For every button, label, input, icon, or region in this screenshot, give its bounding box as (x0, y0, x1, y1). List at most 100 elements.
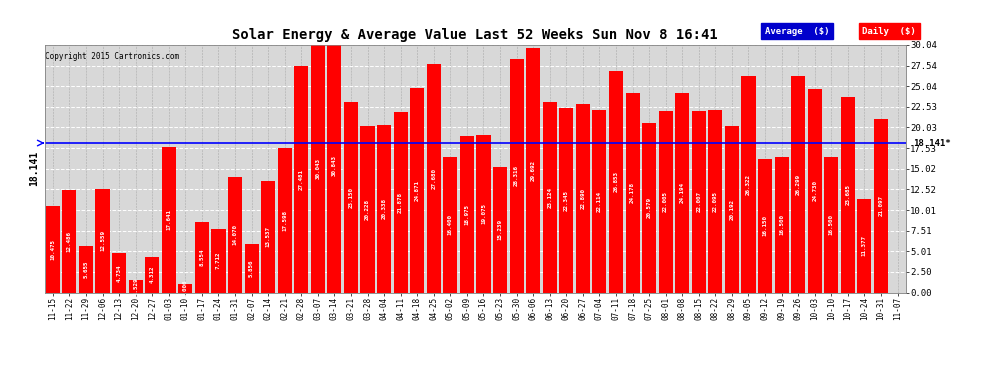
Text: 16.500: 16.500 (829, 214, 834, 235)
Text: 24.871: 24.871 (415, 180, 420, 201)
Bar (112, 254, 126, 292)
Bar (874, 118, 888, 292)
Text: 17.598: 17.598 (282, 210, 287, 231)
Text: 20.579: 20.579 (646, 197, 651, 218)
Text: 13.537: 13.537 (265, 226, 270, 247)
Text: Daily  ($): Daily ($) (862, 27, 916, 36)
Bar (708, 111, 723, 292)
Text: 7.712: 7.712 (216, 252, 221, 270)
Text: 22.345: 22.345 (563, 190, 569, 211)
Text: 14.070: 14.070 (233, 224, 238, 245)
Bar (178, 284, 192, 292)
Bar (857, 199, 871, 292)
Bar (261, 181, 275, 292)
Text: 24.194: 24.194 (680, 182, 685, 203)
Text: 30.043: 30.043 (316, 158, 321, 179)
Bar (658, 111, 673, 292)
Bar (294, 66, 308, 292)
Bar (46, 206, 59, 292)
Bar (758, 159, 772, 292)
Bar (692, 111, 706, 292)
Text: 22.007: 22.007 (696, 191, 701, 212)
Bar (377, 125, 391, 292)
Bar (725, 126, 739, 292)
Bar (344, 102, 358, 292)
Text: 27.481: 27.481 (299, 169, 304, 190)
Text: 4.312: 4.312 (149, 266, 154, 284)
Bar (129, 280, 143, 292)
Text: 22.005: 22.005 (663, 191, 668, 212)
Text: 23.124: 23.124 (547, 187, 552, 208)
Text: 16.500: 16.500 (779, 214, 784, 235)
Title: Solar Energy & Average Value Last 52 Weeks Sun Nov 8 16:41: Solar Energy & Average Value Last 52 Wee… (233, 28, 718, 42)
Text: 22.890: 22.890 (580, 188, 585, 209)
Bar (592, 110, 607, 292)
Bar (146, 257, 159, 292)
Text: 21.878: 21.878 (398, 192, 403, 213)
Bar (774, 156, 789, 292)
Text: 5.655: 5.655 (83, 261, 88, 278)
Bar (626, 93, 640, 292)
Text: 15.239: 15.239 (498, 219, 503, 240)
Text: 27.680: 27.680 (432, 168, 437, 189)
Bar (360, 126, 374, 292)
Bar (576, 104, 590, 292)
Bar (161, 147, 176, 292)
Bar (62, 190, 76, 292)
Text: 26.853: 26.853 (614, 171, 619, 192)
Bar (394, 112, 408, 292)
Bar (841, 98, 855, 292)
Bar (245, 244, 258, 292)
Text: 19.075: 19.075 (481, 203, 486, 224)
Bar (195, 222, 209, 292)
Text: 5.856: 5.856 (249, 260, 254, 277)
Text: 4.734: 4.734 (117, 264, 122, 282)
Bar (460, 136, 474, 292)
Text: 18.975: 18.975 (464, 204, 469, 225)
Text: 16.400: 16.400 (447, 214, 452, 236)
Bar (228, 177, 243, 292)
Text: 11.377: 11.377 (862, 235, 867, 256)
Text: Copyright 2015 Cartronics.com: Copyright 2015 Cartronics.com (46, 53, 179, 62)
Bar (510, 59, 524, 292)
Text: 1.529: 1.529 (133, 278, 139, 295)
Text: 20.192: 20.192 (730, 199, 735, 220)
Bar (79, 246, 93, 292)
Text: 8.554: 8.554 (199, 249, 204, 266)
Text: 28.316: 28.316 (514, 165, 519, 186)
Text: 16.150: 16.150 (762, 216, 767, 237)
Text: 12.559: 12.559 (100, 230, 105, 251)
Bar (212, 229, 226, 292)
Bar (311, 45, 325, 292)
Text: 23.150: 23.150 (348, 187, 353, 208)
Bar (675, 93, 689, 292)
Text: 23.685: 23.685 (845, 184, 850, 206)
Text: 26.299: 26.299 (796, 174, 801, 195)
Text: 17.641: 17.641 (166, 209, 171, 230)
Text: 24.178: 24.178 (630, 182, 635, 203)
Bar (559, 108, 573, 292)
Bar (808, 89, 822, 292)
Bar (493, 167, 507, 292)
Text: 22.095: 22.095 (713, 191, 718, 212)
Text: 26.322: 26.322 (746, 174, 751, 195)
Bar (444, 158, 457, 292)
Text: 30.843: 30.843 (332, 155, 337, 176)
Text: 21.097: 21.097 (878, 195, 883, 216)
Bar (543, 102, 556, 292)
Text: 10.475: 10.475 (50, 239, 55, 260)
Bar (526, 48, 541, 292)
Text: 18.141: 18.141 (30, 151, 40, 186)
Bar (476, 135, 490, 292)
Text: 29.692: 29.692 (531, 160, 536, 181)
Bar (410, 88, 425, 292)
Bar (277, 147, 292, 292)
Text: 20.338: 20.338 (381, 198, 387, 219)
Bar (825, 156, 839, 292)
Bar (328, 38, 342, 292)
Bar (427, 64, 441, 292)
Text: 12.486: 12.486 (67, 231, 72, 252)
Text: 20.228: 20.228 (365, 199, 370, 220)
Bar (643, 123, 656, 292)
Text: 24.730: 24.730 (812, 180, 818, 201)
